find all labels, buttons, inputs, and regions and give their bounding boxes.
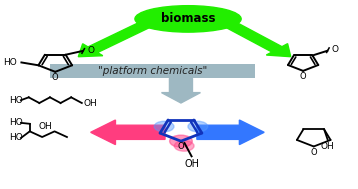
Circle shape — [174, 141, 194, 151]
Text: OH: OH — [184, 159, 199, 169]
FancyArrow shape — [222, 20, 291, 57]
Circle shape — [188, 121, 208, 132]
FancyArrow shape — [161, 78, 200, 103]
Text: O: O — [178, 142, 184, 151]
Text: OH: OH — [39, 122, 52, 131]
Text: HO: HO — [3, 58, 16, 67]
FancyArrow shape — [91, 120, 165, 145]
Text: HO: HO — [9, 133, 23, 143]
Bar — [50, 64, 255, 78]
Text: biomass: biomass — [161, 12, 215, 25]
Text: O: O — [52, 73, 59, 82]
Text: O: O — [300, 72, 306, 81]
Text: O: O — [87, 46, 94, 55]
Text: HO: HO — [9, 96, 23, 105]
FancyArrow shape — [78, 20, 154, 57]
Text: O: O — [331, 45, 338, 54]
Text: HO: HO — [9, 118, 23, 127]
Text: O: O — [310, 148, 317, 157]
Text: OH: OH — [83, 98, 97, 108]
Circle shape — [154, 121, 174, 132]
Circle shape — [170, 135, 192, 147]
Ellipse shape — [135, 6, 241, 32]
Text: "platform chemicals": "platform chemicals" — [98, 66, 207, 76]
FancyArrow shape — [197, 120, 264, 145]
Text: OH: OH — [321, 142, 335, 151]
